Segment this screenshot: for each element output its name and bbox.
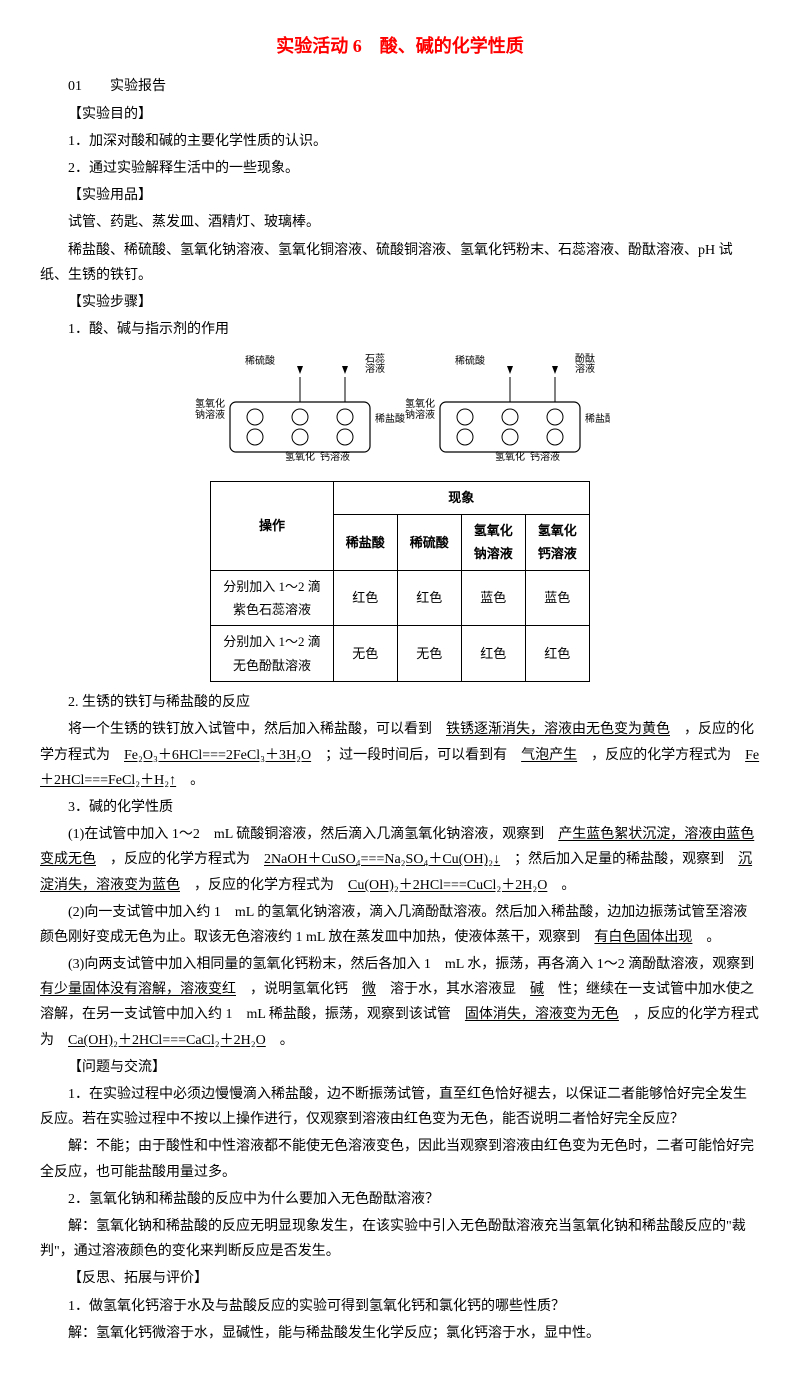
fig-r-left1: 氢氧化 <box>405 397 435 410</box>
fig-l-top1: 稀硫酸 <box>245 354 275 367</box>
text: ，说明氢氧化钙 <box>236 982 362 997</box>
text: ，反应的化学方程式为 <box>577 748 745 763</box>
step-1: 1．酸、碱与指示剂的作用 <box>40 317 760 342</box>
td-r1c2: 红色 <box>397 570 461 626</box>
blank: 固体消失，溶液变为无色 <box>465 1007 619 1022</box>
blank: 2NaOH＋CuSO₄===Na₂SO₄＋Cu(OH)₂↓ <box>264 852 500 867</box>
text: 。 <box>692 930 720 945</box>
td-r1c4: 蓝色 <box>525 570 589 626</box>
text: (1)在试管中加入 1～2 mL 硫酸铜溶液，然后滴入几滴氢氧化钠溶液，观察到 <box>68 827 558 842</box>
result-table: 操作 现象 稀盐酸 稀硫酸 氢氧化 钠溶液 氢氧化 钙溶液 分别加入 1～2 滴… <box>210 481 590 682</box>
section-number: 01 <box>68 74 82 99</box>
td-r2c1: 无色 <box>333 626 397 682</box>
fig-l-left2: 钠溶液 <box>195 408 225 421</box>
fig-r-top1: 稀硫酸 <box>455 354 485 367</box>
step-3-2: (2)向一支试管中加入约 1 mL 的氢氧化钠溶液，滴入几滴酚酞溶液。然后加入稀… <box>40 900 760 950</box>
fig-r-bottom2: 钙溶液 <box>530 450 560 462</box>
reflect-1-ans: 解：氢氧化钙微溶于水，显碱性，能与稀盐酸发生化学反应；氯化钙溶于水，显中性。 <box>40 1321 760 1346</box>
text: ，反应的化学方程式为 <box>180 878 348 893</box>
blank: Ca(OH)₂＋2HCl===CaCl₂＋2H₂O <box>68 1033 266 1048</box>
text: ，反应的化学方程式为 <box>96 852 264 867</box>
td-r1c3: 蓝色 <box>461 570 525 626</box>
qa-1-ans: 解：不能；由于酸性和中性溶液都不能使无色溶液变色，因此当观察到溶液由红色变为无色… <box>40 1134 760 1184</box>
reflect-1: 1．做氢氧化钙溶于水及与盐酸反应的实验可得到氢氧化钙和氯化钙的哪些性质？ <box>40 1294 760 1319</box>
section-01: 01 实验报告 <box>40 74 760 99</box>
td-r2c2: 无色 <box>397 626 461 682</box>
blank: 气泡产生 <box>521 748 577 763</box>
text: ；然后加入足量的稀盐酸，观察到 <box>500 852 738 867</box>
fig-r-bottom1: 氢氧化 <box>495 450 525 462</box>
table-row: 分别加入 1～2 滴 无色酚酞溶液 无色 无色 红色 红色 <box>211 626 590 682</box>
th-col1: 稀盐酸 <box>333 514 397 570</box>
step-2-body: 将一个生锈的铁钉放入试管中，然后加入稀盐酸，可以看到 铁锈逐渐消失，溶液由无色变… <box>40 717 760 793</box>
fig-l-top2b: 溶液 <box>365 362 385 375</box>
qa-2-ans: 解：氢氧化钠和稀盐酸的反应无明显现象发生，在该实验中引入无色酚酞溶液充当氢氧化钠… <box>40 1214 760 1264</box>
th-operation: 操作 <box>211 482 334 570</box>
td-r1c1: 红色 <box>333 570 397 626</box>
blank: 有白色固体出现 <box>594 930 692 945</box>
blank: Cu(OH)₂＋2HCl===CuCl₂＋2H₂O <box>348 878 547 893</box>
heading-supplies: 【实验用品】 <box>40 183 760 208</box>
td-r2c3: 红色 <box>461 626 525 682</box>
text: 。 <box>547 878 575 893</box>
heading-qa: 【问题与交流】 <box>40 1055 760 1080</box>
text: 溶于水，其水溶液显 <box>376 982 530 997</box>
step-3-1: (1)在试管中加入 1～2 mL 硫酸铜溶液，然后滴入几滴氢氧化钠溶液，观察到 … <box>40 822 760 898</box>
fig-l-left1: 氢氧化 <box>195 397 225 410</box>
th-phenomenon: 现象 <box>333 482 589 514</box>
blank: 有少量固体没有溶解，溶液变红 <box>40 982 236 997</box>
blank: 微 <box>362 982 376 997</box>
purpose-1: 1．加深对酸和碱的主要化学性质的认识。 <box>40 129 760 154</box>
fig-r-top2b: 溶液 <box>575 362 595 375</box>
text: 。 <box>176 773 204 788</box>
step-2-head: 2. 生锈的铁钉与稀盐酸的反应 <box>40 690 760 715</box>
text: (3)向两支试管中加入相同量的氢氧化钙粉末，然后各加入 1 mL 水，振荡，再各… <box>68 957 768 972</box>
text: 将一个生锈的铁钉放入试管中，然后加入稀盐酸，可以看到 <box>68 722 446 737</box>
th-col2: 稀硫酸 <box>397 514 461 570</box>
th-col3: 氢氧化 钠溶液 <box>461 514 525 570</box>
th-col4: 氢氧化 钙溶液 <box>525 514 589 570</box>
blank: 碱 <box>530 982 544 997</box>
supplies-1: 试管、药匙、蒸发皿、酒精灯、玻璃棒。 <box>40 210 760 235</box>
text: ；过一段时间后，可以看到有 <box>311 748 521 763</box>
experiment-figure: 稀硫酸 石蕊 溶液 氢氧化 钠溶液 稀盐酸 氢氧化 钙溶液 稀硫酸 酚酞 溶液 … <box>40 352 760 471</box>
fig-l-right: 稀盐酸 <box>375 412 405 425</box>
fig-r-right: 稀盐酸 <box>585 412 610 425</box>
table-row: 分别加入 1～2 滴 紫色石蕊溶液 红色 红色 蓝色 蓝色 <box>211 570 590 626</box>
heading-reflect: 【反思、拓展与评价】 <box>40 1266 760 1291</box>
td-r2c4: 红色 <box>525 626 589 682</box>
td-op2: 分别加入 1～2 滴 无色酚酞溶液 <box>211 626 334 682</box>
step-3-3: (3)向两支试管中加入相同量的氢氧化钙粉末，然后各加入 1 mL 水，振荡，再各… <box>40 952 760 1053</box>
step-3-head: 3．碱的化学性质 <box>40 795 760 820</box>
qa-2: 2．氢氧化钠和稀盐酸的反应中为什么要加入无色酚酞溶液？ <box>40 1187 760 1212</box>
supplies-2: 稀盐酸、稀硫酸、氢氧化钠溶液、氢氧化铜溶液、硫酸铜溶液、氢氧化钙粉末、石蕊溶液、… <box>40 238 760 288</box>
page-title: 实验活动 6 酸、碱的化学性质 <box>40 30 760 62</box>
fig-l-bottom1: 氢氧化 <box>285 450 315 462</box>
heading-steps: 【实验步骤】 <box>40 290 760 315</box>
blank: Fe₂O₃＋6HCl===2FeCl₃＋3H₂O <box>124 748 311 763</box>
blank: 铁锈逐渐消失，溶液由无色变为黄色 <box>446 722 670 737</box>
section-label: 实验报告 <box>110 79 166 94</box>
purpose-2: 2．通过实验解释生活中的一些现象。 <box>40 156 760 181</box>
qa-1: 1．在实验过程中必须边慢慢滴入稀盐酸，边不断振荡试管，直至红色恰好褪去，以保证二… <box>40 1082 760 1132</box>
fig-r-left2: 钠溶液 <box>405 408 435 421</box>
fig-l-bottom2: 钙溶液 <box>320 450 350 462</box>
text: 。 <box>266 1033 294 1048</box>
heading-purpose: 【实验目的】 <box>40 102 760 127</box>
td-op1: 分别加入 1～2 滴 紫色石蕊溶液 <box>211 570 334 626</box>
